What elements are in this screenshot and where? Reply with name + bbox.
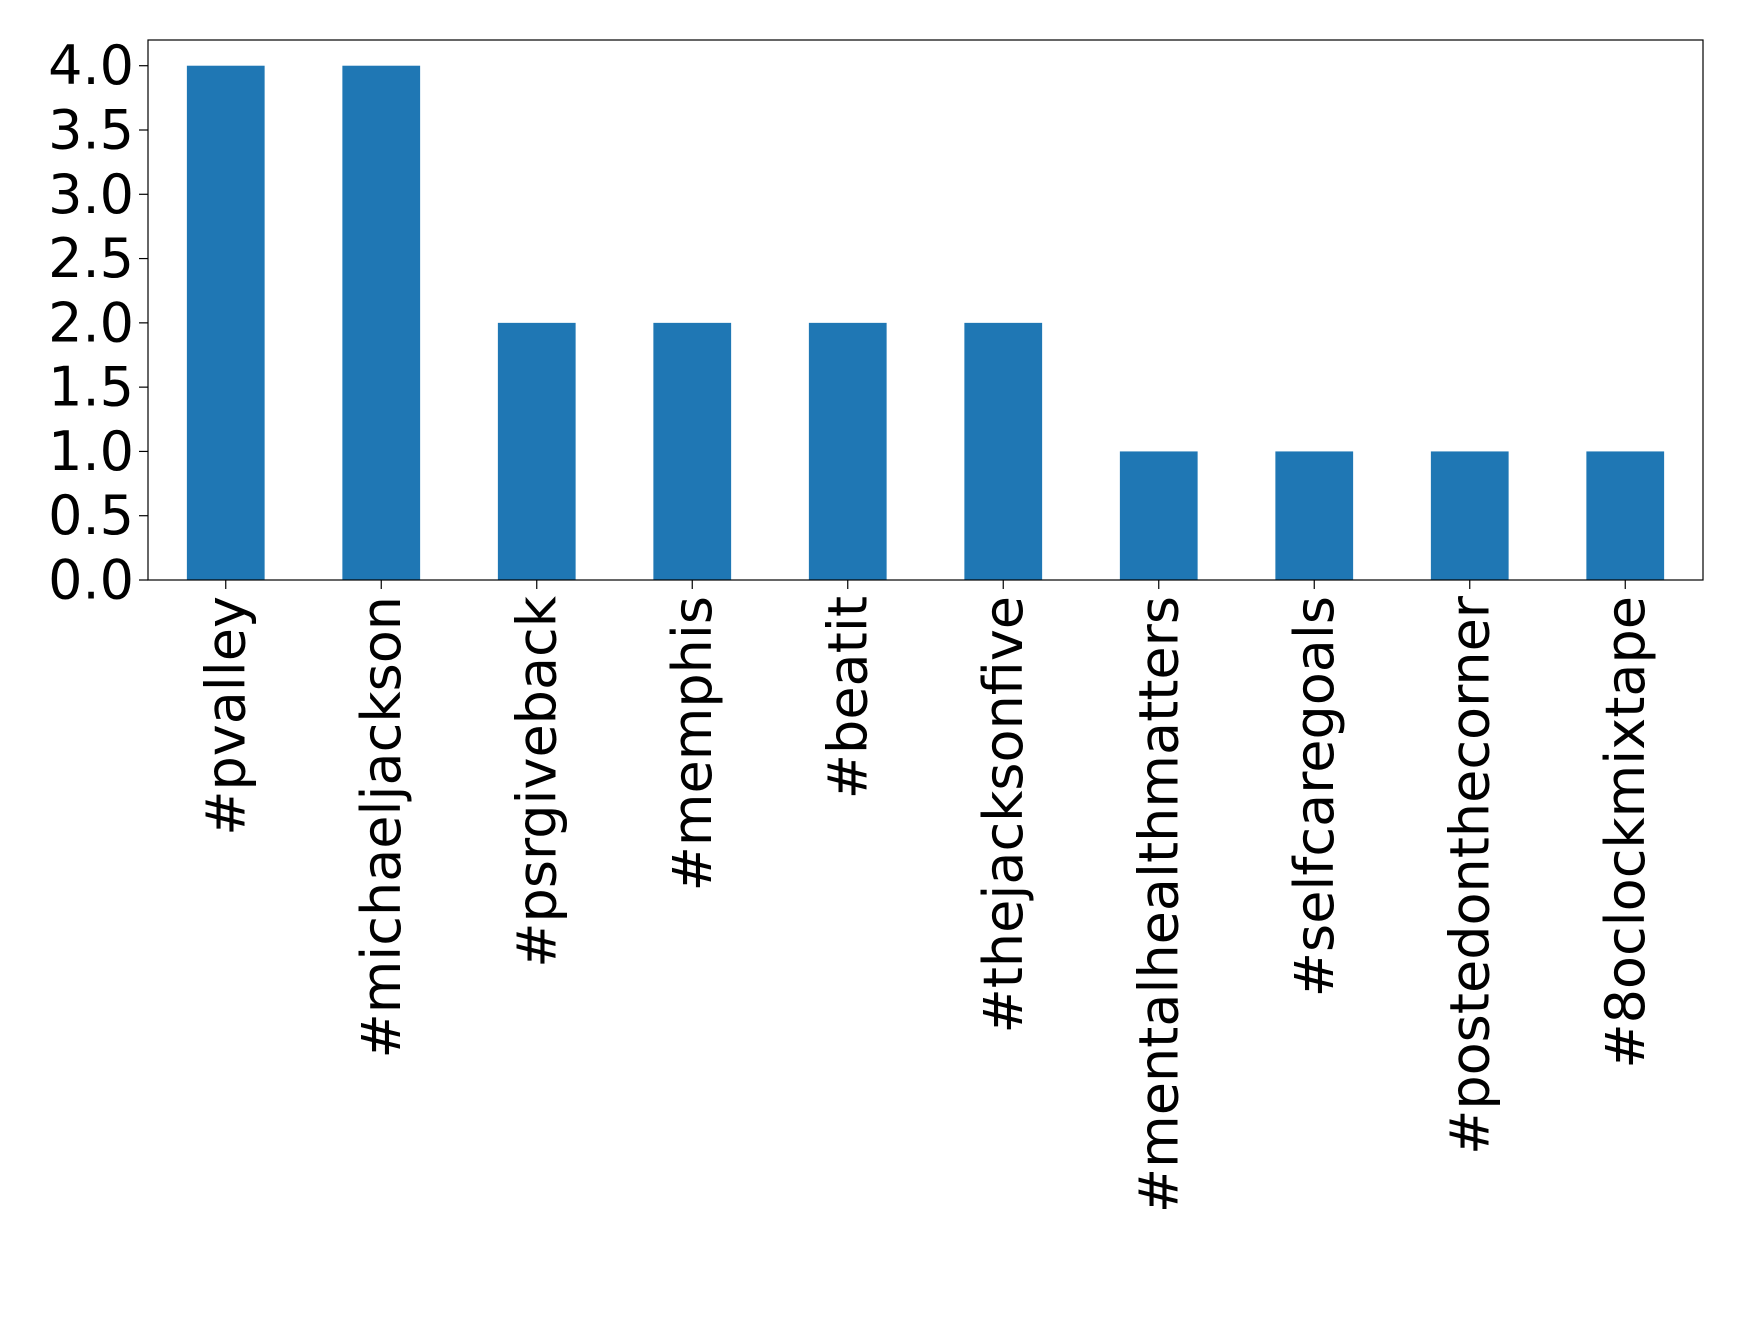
y-tick-label-5: 2.5 [48,227,134,290]
x-tick-label-5: #thejacksonfive [972,596,1035,1034]
bars-group [186,65,1665,580]
bar-8 [1430,451,1509,580]
bar-4 [808,322,887,580]
bar-2 [497,322,576,580]
bar-6 [1119,451,1198,580]
x-tick-label-0: #pvalley [194,596,257,836]
x-tick-label-9: #8oclockmixtape [1594,596,1657,1069]
bar-7 [1275,451,1354,580]
x-tick-label-8: #postedonthecorner [1438,595,1501,1155]
y-tick-label-2: 1.0 [48,420,134,483]
y-tick-label-7: 3.5 [48,99,134,162]
y-tick-label-6: 3.0 [48,163,134,226]
bar-1 [342,65,421,580]
bar-0 [186,65,265,580]
bar-3 [653,322,732,580]
x-tick-label-3: #memphis [661,596,724,891]
y-tick-label-3: 1.5 [48,356,134,419]
x-axis: #pvalley #michaeljackson #psrgiveback #memp… [194,580,1657,1213]
bar-5 [964,322,1043,580]
y-tick-label-4: 2.0 [48,291,134,354]
x-tick-label-7: #selfcaregoals [1283,596,1346,997]
x-tick-label-6: #mentalhealthmatters [1127,596,1190,1213]
x-tick-label-4: #beatit [816,596,879,799]
y-axis: 0.00.51.01.52.02.53.03.54.0 [48,34,148,612]
plot-frame [147,39,1704,581]
y-tick-label-8: 4.0 [48,34,134,97]
y-tick-label-1: 0.5 [48,484,134,547]
x-tick-label-1: #michaeljackson [350,596,413,1059]
bar-9 [1586,451,1665,580]
y-tick-label-0: 0.0 [48,549,134,612]
x-tick-label-2: #psrgiveback [505,595,568,967]
